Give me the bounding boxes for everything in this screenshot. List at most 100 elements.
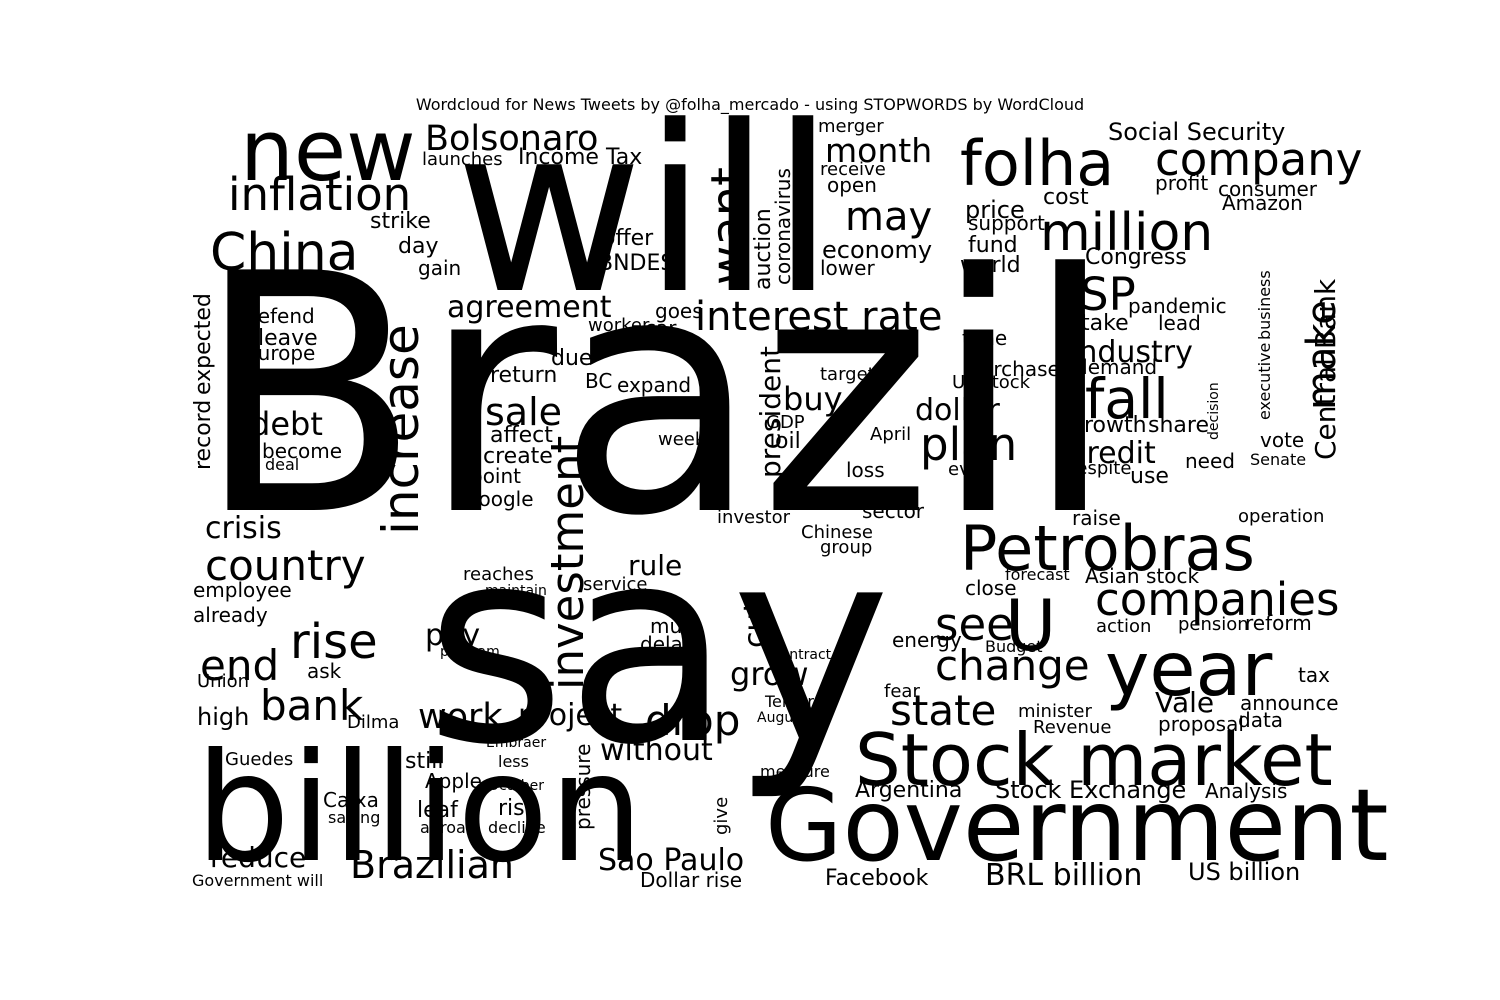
word-employee: employee — [193, 578, 292, 602]
word-april: April — [870, 424, 911, 445]
word-measure: measure — [760, 762, 830, 781]
word-executive: executive — [1255, 343, 1274, 420]
word-want: want — [701, 167, 757, 285]
word-profit: profit — [1155, 171, 1208, 195]
word-stock-market: Stock market — [855, 718, 1333, 802]
word-become: become — [262, 439, 342, 463]
word-make: make — [1299, 300, 1345, 410]
word-s-o-paulo: São Paulo — [598, 843, 744, 878]
word-union: Union — [197, 671, 249, 692]
word-lower: lower — [820, 256, 875, 280]
word-credit: credit — [1070, 436, 1156, 471]
word-pressure: pressure — [571, 744, 595, 830]
word-guedes: Guedes — [225, 749, 293, 770]
word-expected: expected — [191, 293, 216, 395]
word-folha: folha — [960, 127, 1114, 200]
word-price: price — [965, 196, 1025, 224]
word-economy: economy — [822, 236, 932, 264]
word-gain: gain — [418, 256, 461, 280]
word-dollar-rise: Dollar rise — [640, 868, 742, 892]
word-merger: merger — [818, 116, 884, 137]
word-dilma: Dilma — [347, 712, 399, 733]
word-business: business — [1255, 270, 1274, 340]
word-consumer: consumer — [1218, 177, 1318, 201]
word-energy: energy — [892, 628, 962, 652]
word-grow: grow — [730, 655, 809, 693]
word-decline: decline — [488, 818, 546, 837]
word-company: company — [1155, 133, 1362, 186]
word-decision: decision — [1206, 382, 1222, 440]
word-income-tax: Income Tax — [518, 145, 642, 170]
word-us-stock: US stock — [952, 372, 1031, 393]
word-bolsonaro: Bolsonaro — [425, 119, 598, 159]
word-plan: plan — [920, 418, 1017, 471]
word-auction: auction — [751, 208, 776, 290]
word-loss: loss — [846, 458, 885, 482]
word-president: president — [754, 346, 787, 478]
word-growth: growth — [1070, 413, 1147, 438]
word-year: year — [1105, 625, 1272, 713]
word-ask: ask — [307, 659, 342, 683]
word-brl-billion: BRL billion — [985, 858, 1142, 893]
word-point: point — [470, 464, 521, 488]
word-fall: fall — [1085, 367, 1169, 431]
word-may: may — [845, 194, 932, 240]
word-brazilian: Brazilian — [350, 843, 514, 887]
word-close: close — [965, 576, 1017, 600]
word-support: support — [968, 211, 1045, 235]
word-dollar: dollar — [915, 393, 1000, 428]
word-without: without — [600, 733, 713, 768]
word-reduce: reduce — [210, 841, 306, 874]
word-give: give — [711, 797, 732, 835]
word-contract: contract — [773, 647, 832, 663]
word-bank: bank — [260, 681, 364, 730]
word-due: due — [551, 346, 592, 371]
word-companies: companies — [1095, 573, 1339, 626]
word-change: change — [935, 641, 1090, 690]
word-google: Google — [463, 487, 534, 511]
chart-title: Wordcloud for News Tweets by @folha_merc… — [415, 95, 1085, 114]
word-receive: receive — [820, 159, 886, 180]
word-maintain: maintain — [485, 583, 547, 599]
word-data: data — [1238, 708, 1283, 732]
word-state: state — [890, 686, 996, 735]
word-new: new — [240, 102, 416, 201]
word-despite: despite — [1065, 458, 1131, 479]
word-leave: leave — [258, 326, 318, 351]
word-action: action — [1096, 616, 1151, 637]
word-interest-rate: interest rate — [695, 294, 942, 340]
word-rule: rule — [628, 549, 682, 582]
word-facebook: Facebook — [825, 866, 929, 891]
word-bndes: BNDES — [598, 251, 674, 276]
word-senate: Senate — [1250, 450, 1306, 469]
word-open: open — [827, 173, 877, 197]
word-petrobras: Petrobras — [960, 512, 1255, 585]
word-pay: pay — [425, 618, 480, 653]
word-see: see — [935, 598, 1014, 651]
word-u: U — [1005, 585, 1056, 667]
word-asian-stock: Asian stock — [1085, 564, 1199, 588]
word-lead: lead — [1158, 311, 1201, 335]
word-temer: Temer — [764, 692, 814, 711]
word-worker: worker — [588, 315, 650, 336]
word-return: return — [490, 363, 557, 388]
word-forecast: forecast — [1005, 565, 1070, 584]
word-amazon: Amazon — [1222, 191, 1303, 215]
word-government-will: Government will — [192, 871, 323, 890]
word-project: project — [518, 698, 622, 733]
word-launches: launches — [422, 149, 503, 170]
word-budget: Budget — [985, 637, 1043, 656]
word-bc: BC — [585, 369, 612, 393]
word-country: country — [205, 541, 366, 590]
word-risk: risk — [498, 796, 538, 821]
word-world: world — [960, 253, 1021, 278]
word-august: August — [757, 710, 807, 726]
word-reaches: reaches — [463, 564, 534, 585]
word-social-security: Social Security — [1108, 118, 1285, 146]
word-cost: cost — [1043, 185, 1089, 210]
word-pandemic: pandemic — [1128, 294, 1227, 318]
word-apple: Apple — [425, 769, 482, 793]
word-caixa: Caixa — [323, 788, 379, 812]
word-time: time — [962, 326, 1007, 350]
word-operation: operation — [1238, 506, 1324, 527]
